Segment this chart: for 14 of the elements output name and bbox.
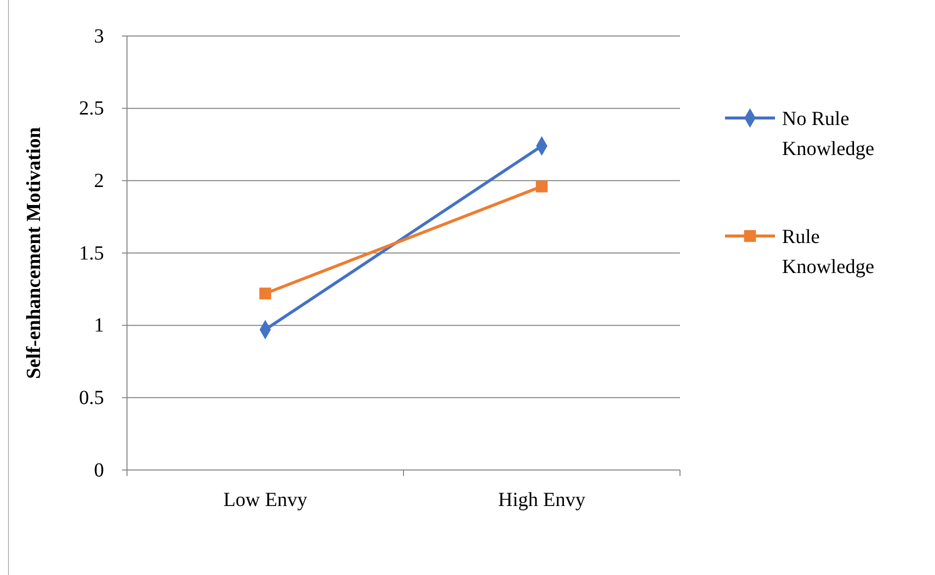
- legend-label: No Rule Knowledge: [782, 108, 874, 160]
- point: [259, 288, 272, 300]
- x-tick-label: High Envy: [498, 489, 586, 512]
- y-tick-label: 3: [94, 25, 104, 48]
- y-tick-label: 1.5: [79, 242, 104, 264]
- x-tick-label: Low Envy: [223, 489, 308, 512]
- point: [536, 180, 548, 192]
- y-axis-title: Self-enhancement Motivation: [23, 127, 45, 379]
- y-tick-label: 2.5: [79, 98, 104, 120]
- y-tick-label: 0.5: [79, 387, 104, 410]
- y-tick-label: 1: [94, 314, 104, 337]
- y-tick-label: 2: [94, 170, 104, 192]
- legend-label: Rule Knowledge: [782, 226, 874, 278]
- y-tick-label: 0: [94, 459, 104, 482]
